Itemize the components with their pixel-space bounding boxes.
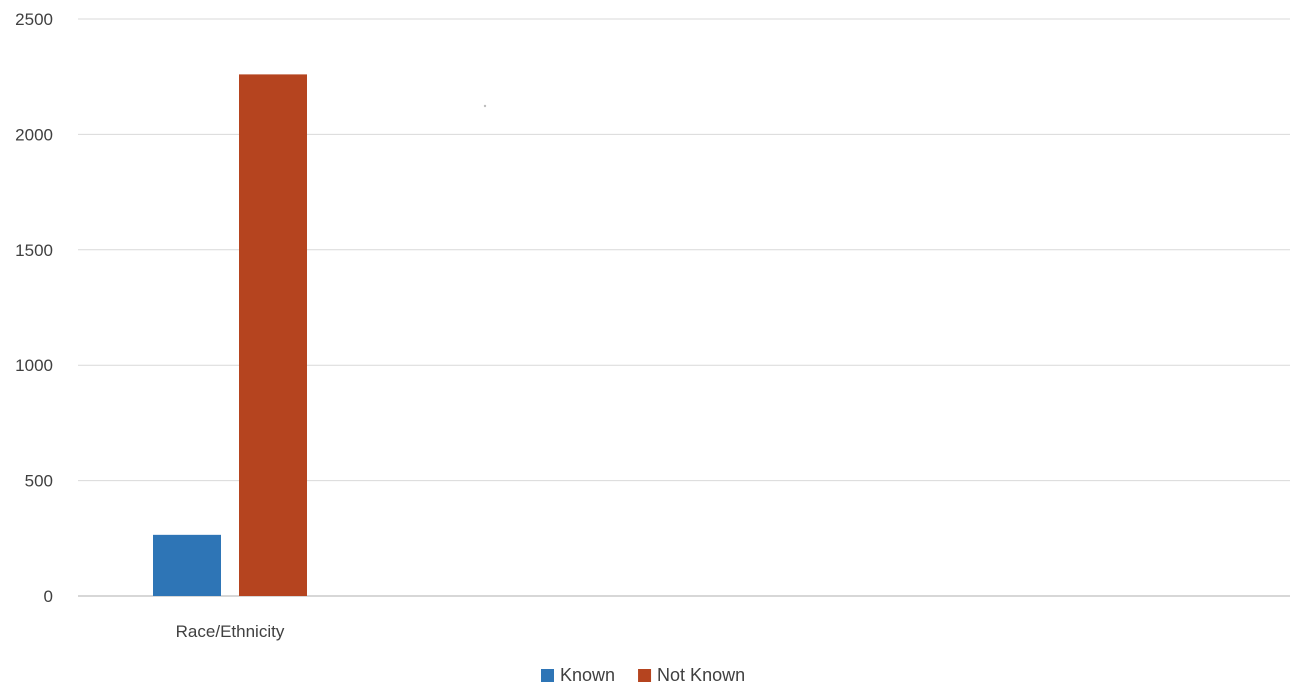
legend-swatch: [541, 669, 554, 682]
y-tick-label: 1000: [15, 356, 53, 375]
y-tick-label: 500: [25, 472, 53, 491]
bar-not-known: [239, 74, 307, 597]
legend: Known Not Known: [541, 665, 745, 685]
legend-swatch: [638, 669, 652, 682]
y-tick-label: 0: [44, 587, 53, 606]
category-label: Race/Ethnicity: [176, 622, 285, 641]
category-labels: Race/Ethnicity: [176, 622, 285, 641]
legend-label: Known: [560, 665, 615, 685]
y-axis-tick-labels: 0 500 1000 1500 2000 2500: [15, 10, 53, 606]
bars: [153, 74, 307, 597]
legend-label: Not Known: [657, 665, 745, 685]
y-tick-label: 2500: [15, 10, 53, 29]
y-tick-label: 1500: [15, 241, 53, 260]
y-tick-label: 2000: [15, 125, 53, 144]
stray-dot-mark: [483, 104, 487, 108]
bar-known: [153, 534, 221, 596]
